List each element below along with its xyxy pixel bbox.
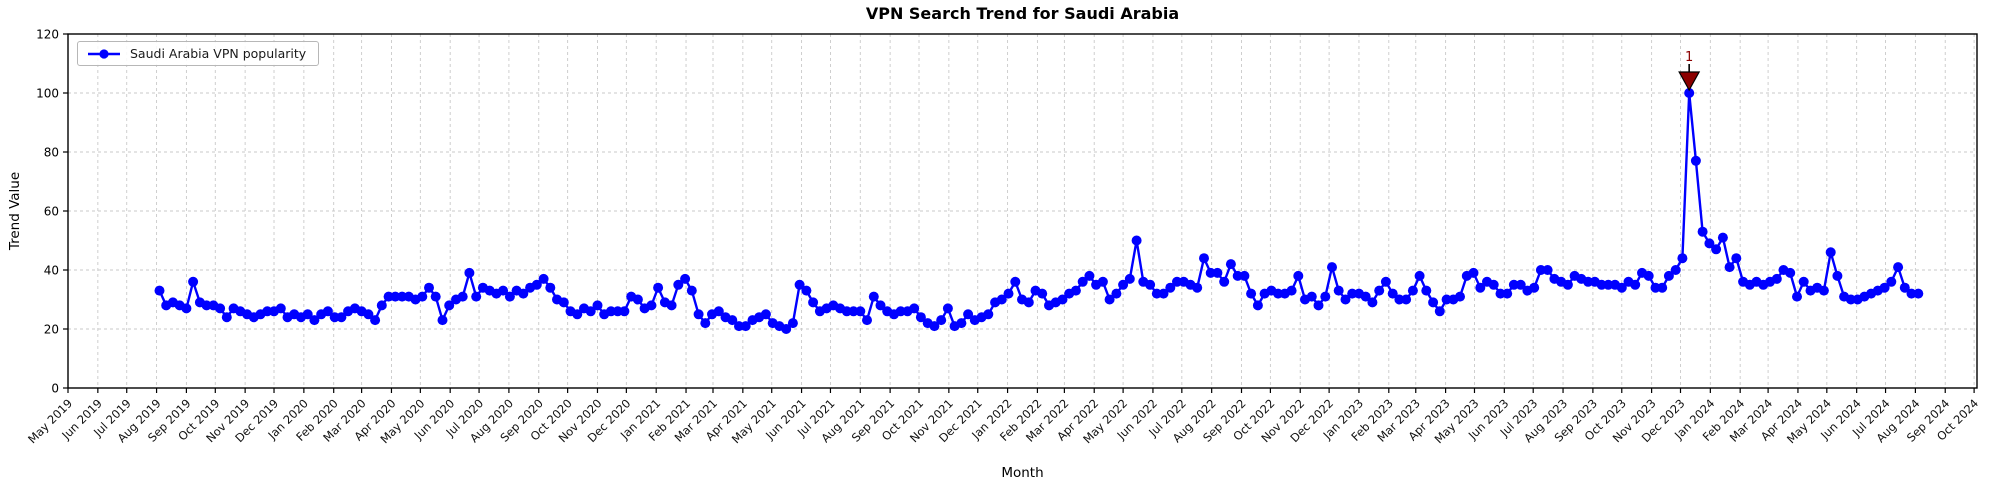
legend: Saudi Arabia VPN popularity bbox=[77, 41, 320, 66]
svg-text:20: 20 bbox=[44, 323, 59, 337]
svg-text:40: 40 bbox=[44, 264, 59, 278]
legend-entry-label: Saudi Arabia VPN popularity bbox=[130, 46, 307, 61]
peak-marker-triangle-down-icon bbox=[1678, 71, 1701, 92]
y-axis-label: Trend Value bbox=[7, 171, 23, 251]
svg-text:60: 60 bbox=[44, 205, 59, 219]
svg-text:100: 100 bbox=[36, 87, 59, 101]
data-markers bbox=[154, 88, 1924, 334]
svg-text:120: 120 bbox=[36, 28, 59, 42]
peak-annotation: 1 bbox=[1678, 50, 1701, 92]
svg-text:0: 0 bbox=[51, 382, 59, 396]
peak-annotation-label: 1 bbox=[1685, 50, 1693, 65]
plot-border bbox=[67, 33, 1978, 389]
x-axis-label: Month bbox=[1001, 465, 1044, 481]
svg-text:80: 80 bbox=[44, 146, 59, 160]
legend-line-marker-icon bbox=[88, 48, 120, 59]
y-axis-ticks: 0 20 40 60 80 100 120 bbox=[36, 28, 68, 396]
chart-title: VPN Search Trend for Saudi Arabia bbox=[865, 4, 1180, 23]
